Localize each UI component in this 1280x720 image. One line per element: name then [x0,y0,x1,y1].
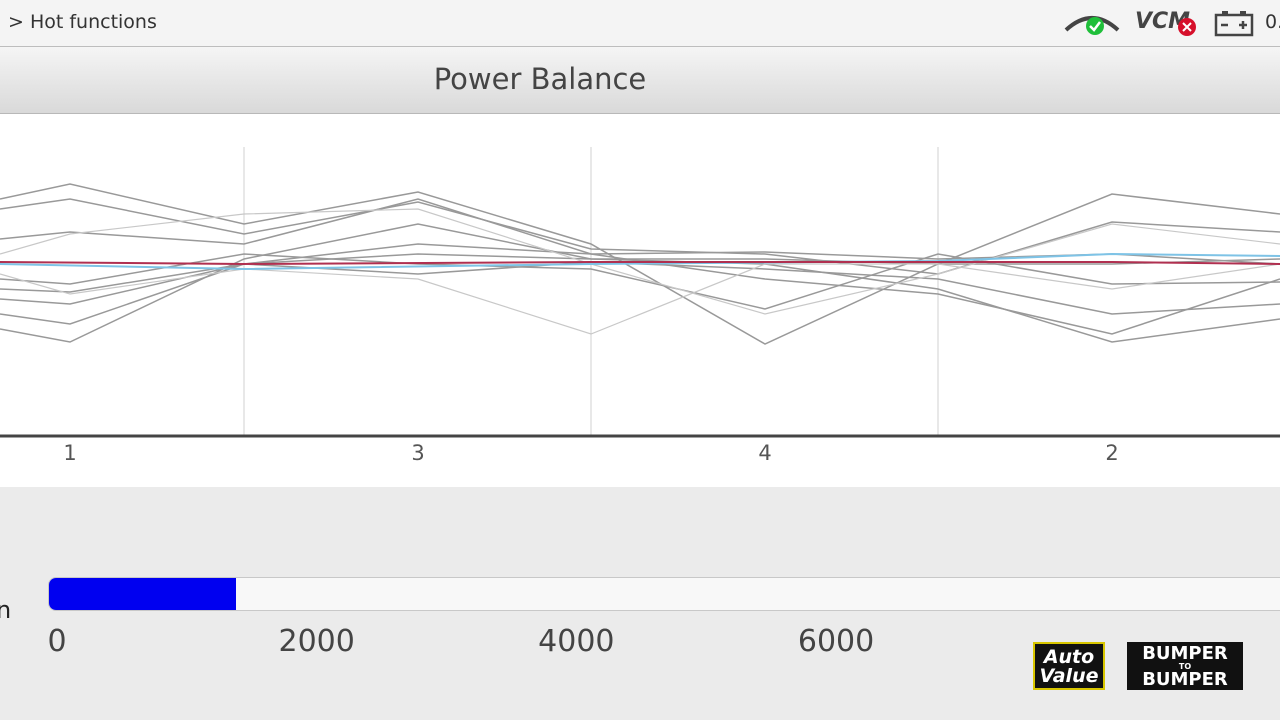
breadcrumb[interactable]: > Hot functions [8,11,157,33]
gauge-fill [49,578,236,610]
gauge-unit: n [0,596,12,624]
status-bar: > Hot functions VCM 0. [0,0,1280,47]
logo-text: BUMPER [1142,643,1228,664]
cylinder-label: 4 [758,441,772,465]
logo-text: BUMPER [1142,669,1228,690]
power-balance-chart [0,114,1280,487]
logo-text: Value [1039,665,1099,687]
auto-value-logo: Auto Value [1033,642,1105,690]
voltage: 0. [1265,11,1280,33]
rpm-gauge [48,577,1280,611]
gauge-tick-label: 4000 [538,624,615,659]
gauge-tick-label: 0 [47,624,67,659]
gauge-tick-label: 6000 [797,624,875,659]
vcm-error [1178,18,1196,36]
cylinder-label: 1 [63,441,77,465]
vehicle-icon [1064,16,1120,35]
logo-text: Auto [1043,646,1095,668]
page-title: Power Balance [433,62,647,96]
battery-icon [1214,11,1254,37]
logo-text: TO [1178,662,1192,671]
cylinder-label: 3 [411,441,425,465]
trace-lines [0,183,1280,345]
gauge-tick-label: 2000 [278,624,355,659]
title-bar [0,47,1280,114]
cylinder-label: 2 [1105,441,1119,465]
bumper-logo: BUMPER TO BUMPER [1127,642,1243,690]
